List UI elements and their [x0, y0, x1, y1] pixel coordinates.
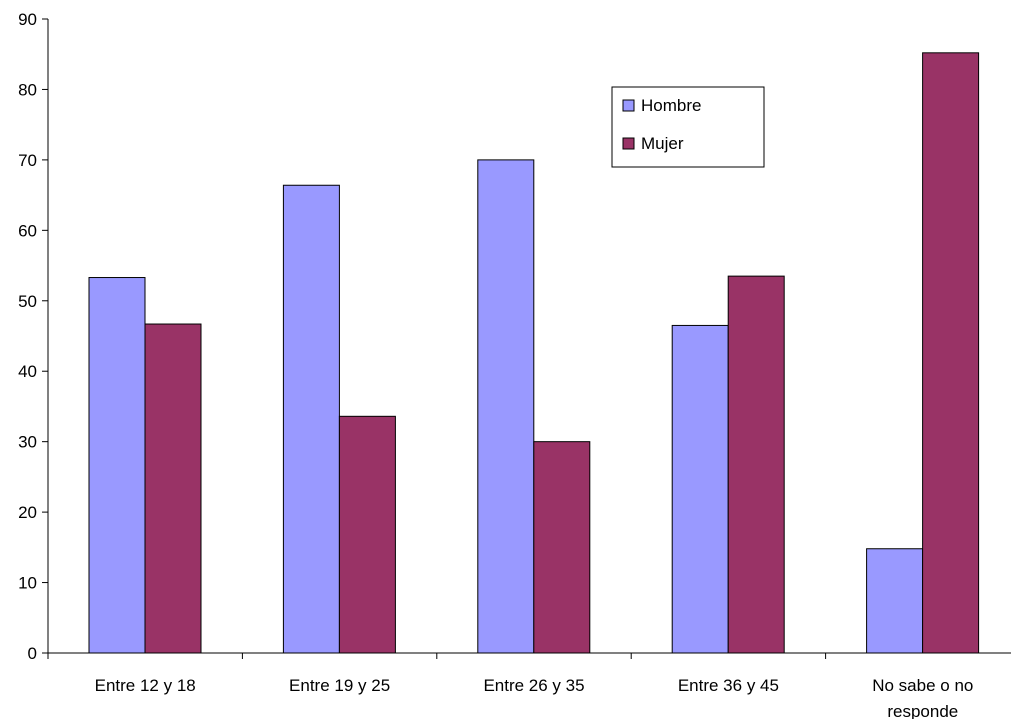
x-tick-label: Entre 12 y 18 [95, 676, 196, 695]
bar-mujer [338, 415, 396, 654]
x-tick-label: Entre 19 y 25 [289, 676, 390, 695]
bar-hombre [477, 159, 535, 654]
y-tick-label: 10 [18, 574, 37, 593]
bar-hombre [88, 277, 146, 654]
bar-mujer [144, 323, 202, 654]
y-tick-label: 30 [18, 433, 37, 452]
legend-swatch-hombre [622, 99, 635, 112]
x-tick-label: No sabe o no [872, 676, 973, 695]
bar-mujer [533, 441, 591, 654]
legend-box [611, 86, 765, 168]
legend: Hombre Mujer [611, 86, 765, 168]
bar-hombre [866, 548, 924, 654]
y-tick-label: 80 [18, 80, 37, 99]
y-tick-label: 50 [18, 292, 37, 311]
bars [88, 52, 980, 654]
y-tick-label: 0 [28, 644, 37, 663]
y-tick-label: 70 [18, 151, 37, 170]
y-tick-label: 60 [18, 221, 37, 240]
y-tick-label: 20 [18, 503, 37, 522]
legend-swatch-mujer [622, 137, 635, 150]
y-tick-label: 40 [18, 362, 37, 381]
bar-hombre [282, 184, 340, 654]
bar-mujer [922, 52, 980, 654]
y-tick-label: 90 [18, 10, 37, 29]
x-tick-label: Entre 36 y 45 [678, 676, 779, 695]
bar-hombre [671, 324, 729, 654]
x-tick-label: Entre 26 y 35 [483, 676, 584, 695]
bar-mujer [727, 275, 785, 654]
legend-label-mujer: Mujer [641, 134, 684, 153]
axes: 0 10 20 30 40 50 60 70 80 90 Entre 12 y 18 Entre 19… [18, 10, 1011, 719]
legend-label-hombre: Hombre [641, 96, 701, 115]
x-tick-label: responde [887, 702, 958, 719]
